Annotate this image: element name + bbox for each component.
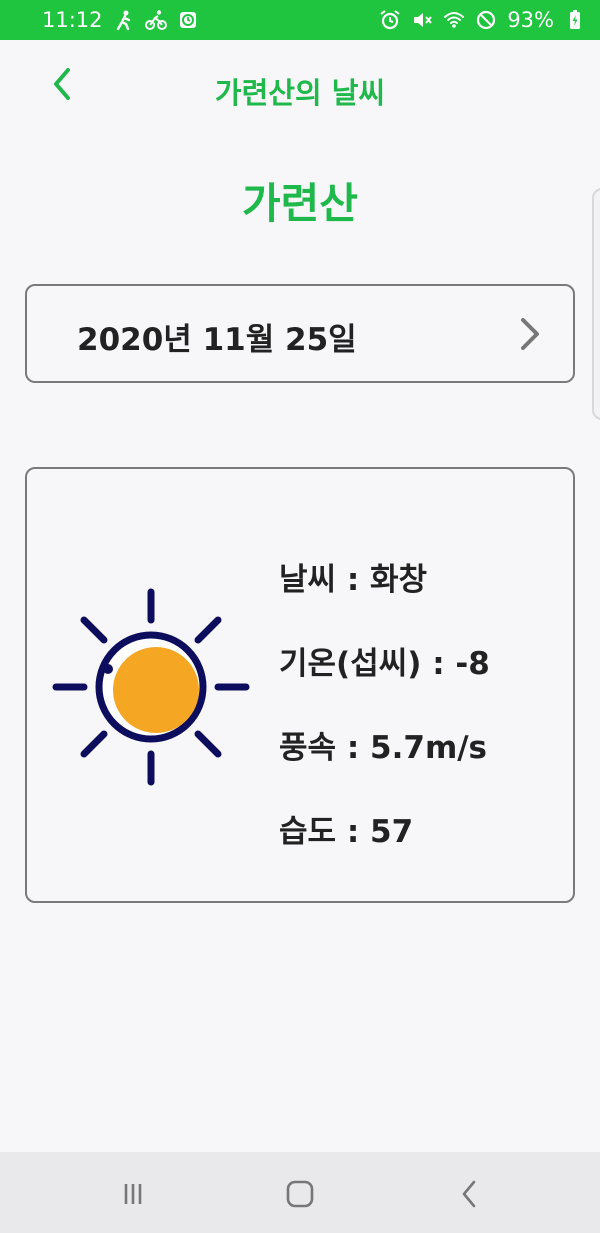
system-back-button[interactable]: [449, 1174, 489, 1214]
mute-icon: [411, 9, 433, 31]
date-selector[interactable]: 2020년 11월 25일: [25, 284, 575, 383]
battery-charging-icon: [564, 9, 586, 31]
recent-apps-button[interactable]: [113, 1174, 153, 1214]
wifi-icon: [443, 9, 465, 31]
mountain-name: 가련산: [242, 179, 358, 228]
back-icon: [462, 1180, 476, 1208]
weather-temperature: 기온(섭씨) : -8: [279, 646, 490, 682]
page-title: 가련산의 날씨: [214, 76, 386, 110]
status-bar: 11:12 93%: [0, 0, 600, 40]
weather-condition: 날씨 : 화창: [279, 562, 428, 598]
hiking-icon: [113, 9, 135, 31]
chevron-right-icon[interactable]: [515, 314, 545, 354]
home-icon: [286, 1180, 314, 1208]
date-label: 2020년 11월 25일: [77, 322, 357, 358]
do-not-disturb-icon: [475, 9, 497, 31]
status-left: 11:12: [42, 8, 199, 32]
app-bar: 가련산의 날씨: [0, 40, 600, 140]
battery-percent: 93%: [507, 8, 554, 32]
cycling-icon: [144, 9, 167, 31]
status-right: 93%: [379, 8, 586, 32]
home-button[interactable]: [280, 1174, 320, 1214]
sun-icon: [52, 588, 250, 786]
chevron-left-icon: [54, 68, 70, 100]
timer-app-icon: [177, 9, 199, 31]
back-button[interactable]: [40, 62, 84, 106]
alarm-icon: [379, 9, 401, 31]
recent-apps-icon: [124, 1184, 142, 1204]
weather-card: 날씨 : 화창 기온(섭씨) : -8 풍속 : 5.7m/s 습도 : 57: [25, 467, 575, 903]
status-time: 11:12: [42, 8, 103, 32]
side-drawer-handle[interactable]: [592, 188, 600, 420]
weather-humidity: 습도 : 57: [279, 814, 414, 850]
weather-wind-speed: 풍속 : 5.7m/s: [279, 730, 488, 766]
weather-info: 날씨 : 화창 기온(섭씨) : -8 풍속 : 5.7m/s 습도 : 57: [279, 559, 490, 895]
system-nav-bar: [0, 1152, 600, 1233]
